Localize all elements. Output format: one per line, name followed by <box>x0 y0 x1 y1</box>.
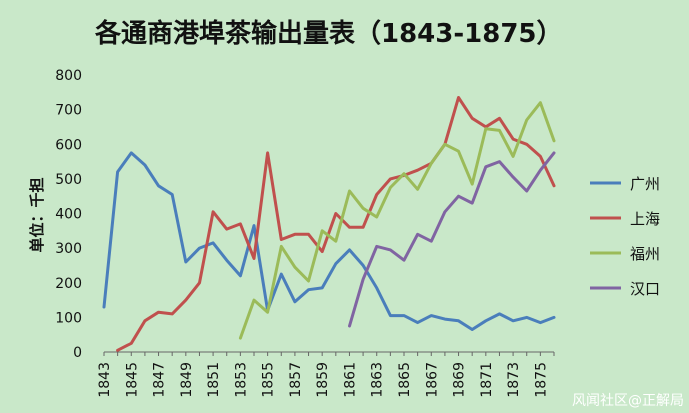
x-tick-label: 1867 <box>424 362 440 398</box>
x-tick-label: 1865 <box>397 362 413 398</box>
series-lines <box>102 96 556 352</box>
x-tick-label: 1863 <box>370 362 386 398</box>
y-tick-label: 400 <box>55 207 82 223</box>
series-line-广州 <box>102 151 556 331</box>
legend-label: 福州 <box>630 245 660 263</box>
chart-title: 各通商港埠茶输出量表（1843-1875） <box>94 18 563 49</box>
watermark: 风闻社区@正解局 <box>572 393 684 409</box>
y-tick-label: 500 <box>55 172 82 188</box>
y-tick-label: 600 <box>55 137 82 153</box>
y-tick-label: 300 <box>55 241 82 257</box>
x-tick-label: 1845 <box>124 362 140 398</box>
x-tick-label: 1857 <box>288 362 304 398</box>
x-tick-label: 1873 <box>506 362 522 398</box>
legend-label: 上海 <box>630 210 660 228</box>
x-tick-label: 1849 <box>179 362 195 398</box>
series-line-福州 <box>238 101 556 340</box>
x-tick-label: 1851 <box>206 362 222 398</box>
x-tick-label: 1855 <box>261 362 277 398</box>
y-tick-label: 100 <box>55 310 82 326</box>
axes: 0 100 200 300 400 500 600 700 800 1843 1845 1847 184… <box>55 68 555 398</box>
legend-label: 广州 <box>630 175 660 193</box>
y-axis-label: 单位：千担 <box>28 177 46 252</box>
x-tick-label: 1859 <box>315 362 331 398</box>
x-tick-label: 1875 <box>533 362 549 398</box>
y-tick-label: 700 <box>55 103 82 119</box>
x-tick-label: 1861 <box>342 362 358 398</box>
series-line-上海 <box>116 96 556 352</box>
y-tick-label: 200 <box>55 276 82 292</box>
series-line-汉口 <box>348 151 556 328</box>
x-tick-label: 1847 <box>152 362 168 398</box>
x-tick-label: 1869 <box>452 362 468 398</box>
x-tick-label: 1853 <box>233 362 249 398</box>
y-tick-label: 0 <box>73 345 82 361</box>
x-tick-label: 1871 <box>479 362 495 398</box>
y-tick-label: 800 <box>55 68 82 84</box>
legend-label: 汉口 <box>630 280 660 298</box>
x-tick-label: 1843 <box>97 362 113 398</box>
